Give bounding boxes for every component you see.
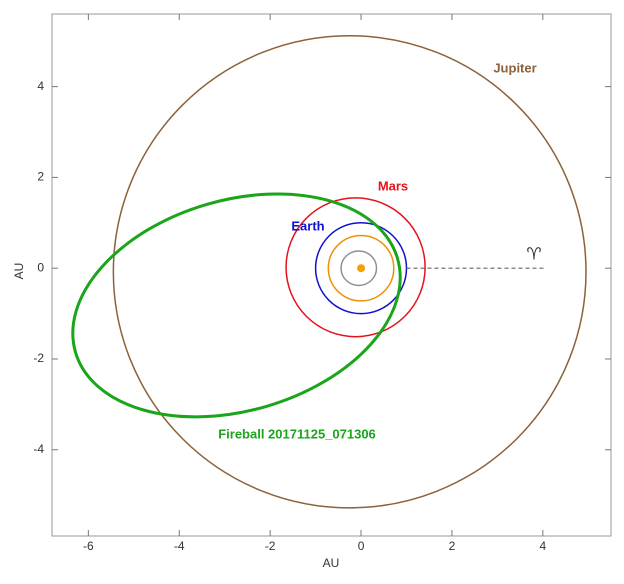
orbit [327,234,395,302]
y-tick-label: 0 [37,260,44,274]
x-tick-label: 2 [449,539,456,553]
y-axis-label: AU [12,263,26,280]
y-tick-label: 4 [37,79,44,93]
orbit-label: Mars [378,178,408,193]
x-tick-label: -6 [83,539,94,553]
y-tick-label: -2 [33,351,44,365]
orbit [112,35,587,509]
plot-frame [51,13,612,537]
sun [357,264,366,273]
x-tick-label: -2 [265,539,276,553]
x-tick-label: 4 [539,539,546,553]
vernal-equinox-symbol: ♈ [526,244,541,263]
x-tick-label: 0 [358,539,365,553]
orbit [71,192,402,419]
orbit [340,250,378,287]
orbit-label: Earth [291,218,324,233]
y-tick-label: 2 [37,170,44,184]
orbit-label: Jupiter [493,60,536,75]
y-tick-label: -4 [33,442,44,456]
x-tick-label: -4 [174,539,185,553]
orbit-label: Fireball 20171125_071306 [218,426,376,441]
x-axis-label: AU [323,556,340,570]
orbit [285,197,426,338]
